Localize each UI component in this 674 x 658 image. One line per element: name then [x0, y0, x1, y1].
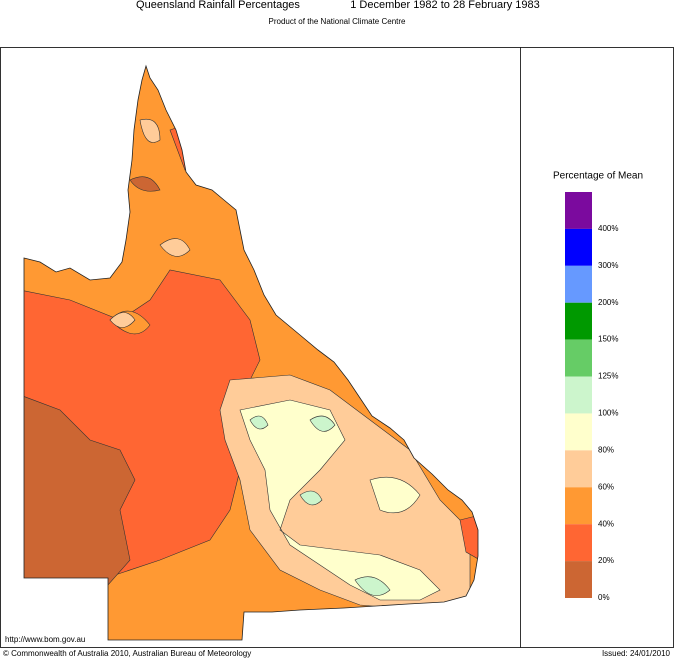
legend-label: 0% — [598, 593, 610, 602]
legend-label: 150% — [598, 335, 618, 344]
zone-100-125 — [299, 490, 323, 506]
zone-80-100 — [369, 476, 421, 514]
legend-label: 60% — [598, 482, 614, 491]
legend-swatch — [565, 192, 592, 229]
legend-title: Percentage of Mean — [553, 171, 643, 182]
footer-url: http://www.bom.gov.au — [5, 635, 85, 644]
legend: 400% 300% 200% 150% 125% 100% 80% 60% 40% 20% 0% — [565, 192, 618, 602]
legend-swatch — [565, 302, 592, 340]
legend-swatch — [565, 339, 592, 377]
footer-issued: Issued: 24/01/2010 — [602, 649, 671, 658]
legend-label: 100% — [598, 409, 618, 418]
subtitle: Product of the National Climate Centre — [269, 17, 407, 26]
legend-label: 200% — [598, 298, 618, 307]
legend-swatch — [565, 450, 592, 488]
legend-label: 20% — [598, 556, 614, 565]
zone-100-125 — [249, 415, 269, 430]
legend-label: 300% — [598, 261, 618, 270]
rainfall-map — [24, 66, 478, 640]
legend-swatch — [565, 561, 592, 598]
title: Queensland Rainfall Percentages — [136, 0, 300, 11]
legend-label: 40% — [598, 519, 614, 528]
legend-label: 400% — [598, 224, 618, 233]
zone-60-80 — [159, 238, 191, 257]
legend-swatch — [565, 228, 592, 266]
legend-label: 80% — [598, 445, 614, 454]
zone-60-80 — [109, 312, 136, 328]
zone-100-125 — [309, 415, 336, 432]
zone-100-125 — [354, 576, 391, 596]
legend-swatch — [565, 265, 592, 303]
legend-swatch — [565, 413, 592, 451]
period: 1 December 1982 to 28 February 1983 — [350, 0, 540, 11]
zone-0-20 — [129, 176, 161, 192]
legend-swatch — [565, 524, 592, 562]
legend-swatch — [565, 487, 592, 525]
zone-60-80 — [139, 118, 161, 143]
legend-swatch — [565, 376, 592, 414]
legend-label: 125% — [598, 372, 618, 381]
zone-80-100 — [239, 399, 441, 601]
footer-copyright: © Commonwealth of Australia 2010, Austra… — [3, 649, 251, 658]
